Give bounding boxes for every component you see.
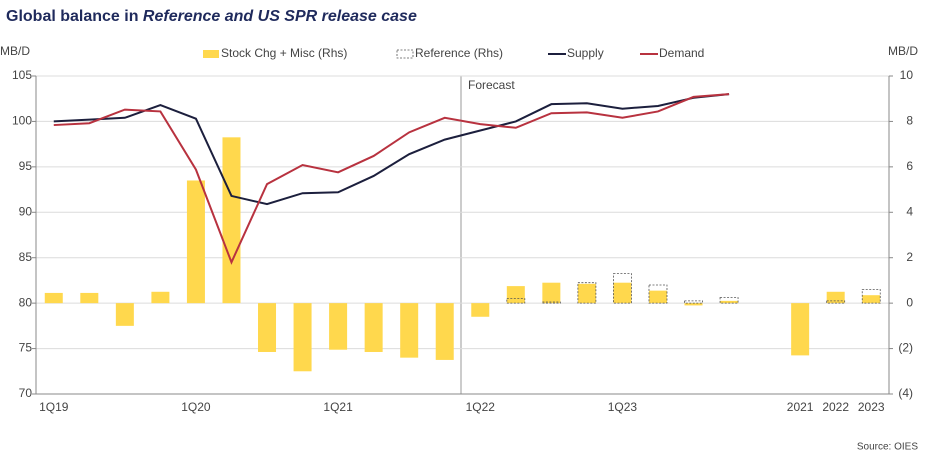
stock-bar [329, 303, 348, 350]
x-tick-label: 1Q21 [323, 400, 353, 414]
stock-bar [44, 292, 63, 304]
forecast-label: Forecast [468, 78, 515, 92]
y-tick-label: 95 [19, 159, 33, 173]
y2-unit: MB/D [888, 44, 918, 58]
y-tick-label: 70 [19, 386, 33, 400]
stock-bar [791, 303, 810, 356]
x-tick-label: 1Q19 [39, 400, 69, 414]
x-tick-label: 1Q20 [181, 400, 211, 414]
stock-bar [435, 303, 454, 360]
y-tick-label: 85 [19, 250, 33, 264]
line-supply [53, 93, 730, 206]
stock-bar [364, 303, 383, 352]
y-tick-label: 75 [19, 341, 33, 355]
stock-bar [293, 303, 312, 372]
stock-bar [258, 303, 277, 352]
x-tick-label: 2023 [858, 400, 885, 414]
stock-bar [826, 291, 845, 304]
reference-bar [577, 282, 597, 304]
stock-bar [648, 290, 667, 304]
title-plain: Global balance in [6, 8, 143, 25]
legend-label: Supply [567, 46, 604, 60]
reference-bar [826, 300, 846, 304]
reference-bar [719, 297, 739, 304]
x-tick-label: 1Q23 [608, 400, 638, 414]
y-tick-label: 80 [19, 295, 33, 309]
legend-swatch [396, 49, 414, 59]
y2-tick-label: 0 [906, 295, 913, 309]
reference-bar [506, 298, 526, 304]
legend-label: Reference (Rhs) [415, 46, 503, 60]
reference-bar [861, 289, 881, 304]
y2-tick-label: 6 [906, 159, 913, 173]
chart-title: Global balance in Reference and US SPR r… [6, 8, 417, 25]
y-tick-label: 100 [12, 114, 32, 128]
reference-bar [648, 284, 668, 304]
y2-tick-label: 10 [900, 68, 914, 82]
legend-label: Demand [659, 46, 704, 60]
reference-bar [684, 300, 703, 304]
x-tick-label: 1Q22 [466, 400, 496, 414]
y2-tick-label: (4) [898, 386, 913, 400]
title-italic: Reference and US SPR release case [143, 8, 417, 25]
stock-bar [186, 180, 205, 304]
y2-tick-label: 2 [906, 250, 913, 264]
legend-swatch [203, 50, 219, 58]
stock-bar [720, 300, 739, 304]
stock-bar [506, 286, 525, 304]
y2-tick-label: 4 [906, 204, 913, 218]
stock-bar [577, 283, 596, 304]
y-tick-label: 90 [19, 204, 33, 218]
stock-bar [115, 303, 134, 326]
stock-bar [80, 292, 99, 304]
x-tick-label: 2022 [822, 400, 849, 414]
legend-label: Stock Chg + Misc (Rhs) [221, 46, 347, 60]
line-demand [53, 93, 730, 265]
y-unit: MB/D [0, 44, 30, 58]
stock-bar [400, 303, 419, 358]
y-tick-label: 105 [12, 68, 32, 82]
x-tick-label: 2021 [787, 400, 814, 414]
stock-bar [151, 291, 170, 304]
stock-bar [471, 303, 490, 317]
reference-bar [541, 301, 561, 304]
y2-tick-label: 8 [906, 114, 913, 128]
y2-tick-label: (2) [898, 341, 913, 355]
source: Source: OIES [857, 442, 918, 451]
stock-bar [222, 137, 241, 304]
reference-bar [613, 273, 632, 304]
stock-bar [613, 282, 632, 304]
stock-bar [542, 282, 561, 304]
stock-bar [862, 295, 881, 304]
stock-bar [684, 303, 703, 306]
